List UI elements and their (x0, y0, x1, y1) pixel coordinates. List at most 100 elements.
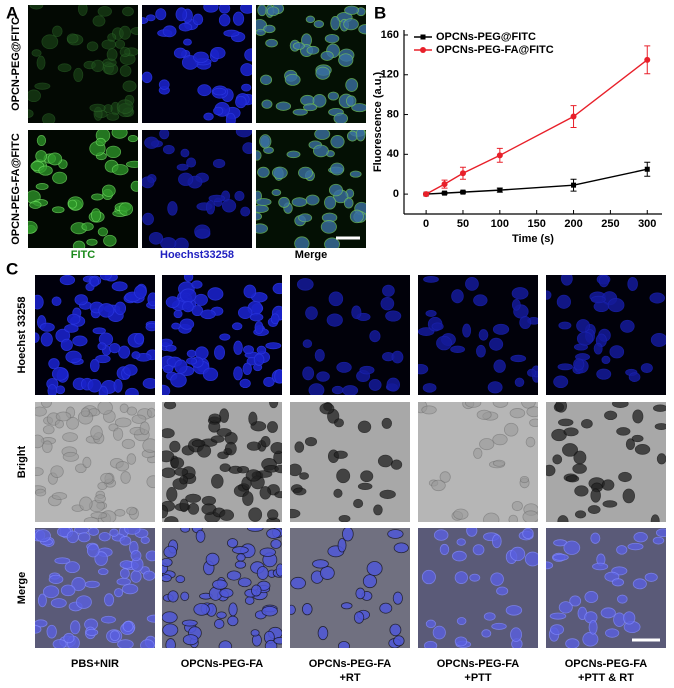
cell (66, 416, 80, 430)
cell (114, 509, 126, 517)
cell (314, 130, 331, 140)
cell (246, 528, 264, 532)
cell (47, 384, 58, 395)
cell (182, 301, 194, 313)
column-label: +PTT & RT (578, 672, 634, 684)
cell (98, 303, 115, 318)
cell (146, 14, 156, 22)
cell (79, 496, 93, 511)
cell (155, 8, 167, 21)
cell (164, 516, 179, 522)
cell (183, 275, 194, 282)
cell (656, 453, 666, 465)
panel-letter: A (6, 3, 18, 22)
cells (256, 130, 366, 248)
cell (101, 39, 117, 50)
cell (249, 313, 264, 322)
cell (387, 529, 404, 539)
cell (57, 63, 72, 73)
cell (581, 418, 593, 429)
cell (210, 46, 226, 60)
cell (453, 508, 469, 520)
cell (601, 479, 615, 491)
cell (35, 488, 47, 497)
cell (175, 575, 186, 584)
cell (622, 488, 635, 504)
cell (130, 570, 142, 583)
cell (264, 639, 278, 648)
cell (472, 544, 485, 556)
cell (50, 465, 64, 478)
cell (223, 29, 240, 37)
series-line (426, 168, 648, 195)
cell (604, 410, 618, 421)
cell (320, 566, 335, 580)
micrograph (162, 275, 282, 395)
cell (111, 164, 129, 176)
cell (393, 635, 405, 647)
cell (191, 439, 206, 448)
cell (454, 636, 468, 647)
cell (146, 475, 155, 489)
cell (109, 630, 120, 642)
cell (202, 367, 219, 381)
cell (563, 540, 581, 555)
cell (294, 441, 305, 453)
cell (436, 335, 452, 351)
cell (293, 487, 307, 496)
cell (40, 402, 52, 408)
cell (148, 231, 164, 245)
cell (381, 417, 392, 429)
cell (28, 89, 41, 103)
cells (142, 130, 252, 248)
cell (80, 407, 90, 417)
cell (91, 59, 105, 73)
cell (260, 436, 271, 448)
cell (336, 361, 352, 373)
cell (52, 206, 65, 214)
column-label: OPCNs-PEG-FA (309, 658, 392, 670)
cell (193, 51, 209, 63)
cell (511, 298, 521, 311)
cell (529, 418, 538, 428)
cell (35, 434, 45, 449)
cell (331, 385, 344, 395)
cell (481, 629, 492, 638)
cell (452, 550, 467, 562)
cell (173, 47, 187, 59)
cell (527, 368, 537, 377)
cell (54, 557, 71, 565)
cell (205, 200, 216, 215)
cell (351, 103, 366, 113)
cell (67, 199, 78, 209)
cell (108, 343, 121, 354)
cell (90, 208, 102, 223)
cell (214, 618, 225, 629)
cells (418, 275, 538, 394)
cells (546, 402, 666, 522)
x-tick-label: 150 (528, 218, 546, 230)
row-label: Hoechst 33258 (16, 296, 28, 373)
cell (556, 294, 571, 309)
cell (298, 213, 313, 223)
cell (319, 402, 335, 415)
cell (587, 505, 601, 514)
cell (234, 190, 245, 202)
micrograph (418, 275, 538, 395)
micrograph (35, 402, 155, 522)
cell (493, 359, 506, 373)
cell (343, 197, 354, 209)
cell (505, 605, 523, 616)
cell (142, 17, 149, 25)
y-tick-label: 80 (387, 108, 399, 120)
cell (267, 421, 278, 433)
cell (130, 550, 142, 562)
cell (590, 488, 601, 503)
cell (511, 500, 523, 512)
cell (134, 285, 147, 299)
cell (213, 106, 224, 116)
cells (546, 275, 666, 389)
cell (122, 80, 137, 92)
cell (483, 612, 496, 621)
cells (290, 402, 403, 522)
